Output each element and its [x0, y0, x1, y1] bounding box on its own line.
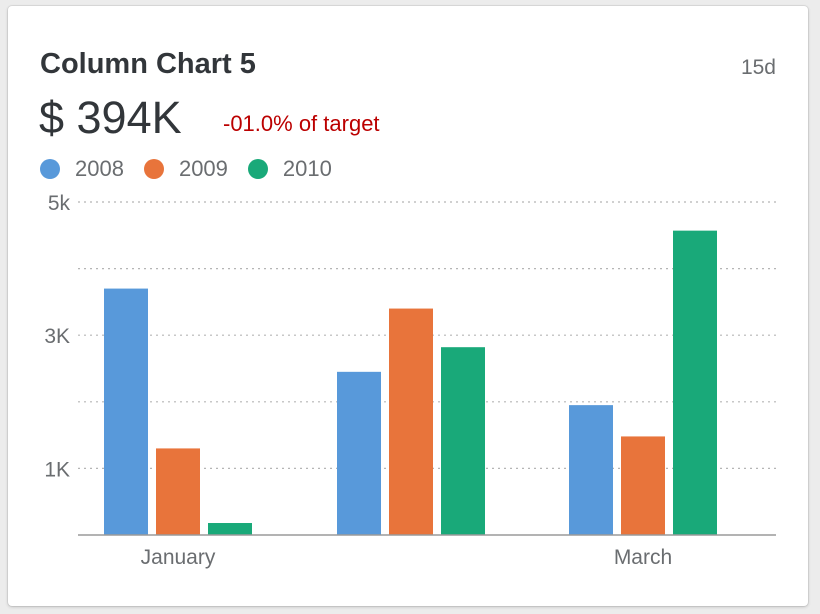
y-tick-label: 5k — [48, 192, 71, 215]
card-title: Column Chart 5 — [40, 48, 256, 80]
bar-2010-January[interactable] — [208, 523, 252, 535]
legend-swatch — [143, 159, 164, 179]
bar-2010-category-2[interactable] — [441, 347, 485, 535]
bar-2008-March[interactable] — [569, 405, 613, 535]
legend-swatch — [247, 159, 268, 179]
legend-swatch — [40, 159, 60, 179]
legend-label: 2008 — [75, 156, 124, 181]
card-age-label: 15d — [740, 56, 776, 79]
bar-2009-March[interactable] — [621, 436, 665, 535]
x-tick-label: January — [141, 546, 216, 569]
x-tick-label: March — [614, 546, 672, 569]
bar-2009-January[interactable] — [156, 448, 200, 535]
kpi-value: $ 394K — [39, 92, 182, 143]
bar-2010-March[interactable] — [673, 230, 717, 535]
bar-2009-category-2[interactable] — [389, 308, 433, 535]
legend-label: 2009 — [178, 156, 228, 181]
bar-2008-January[interactable] — [104, 288, 148, 535]
kpi-delta: -01.0% of target — [223, 111, 380, 136]
y-tick-label: 1K — [44, 458, 70, 481]
legend-item-2009: 2009 — [143, 156, 228, 182]
bar-2008-category-2[interactable] — [337, 371, 381, 535]
legend-label: 2010 — [282, 156, 332, 181]
legend-item-2010: 2010 — [247, 156, 332, 182]
chart-legend: 2008 2009 2010 — [40, 156, 352, 182]
legend-item-2008: 2008 — [40, 156, 124, 182]
y-tick-label: 3K — [44, 325, 70, 348]
